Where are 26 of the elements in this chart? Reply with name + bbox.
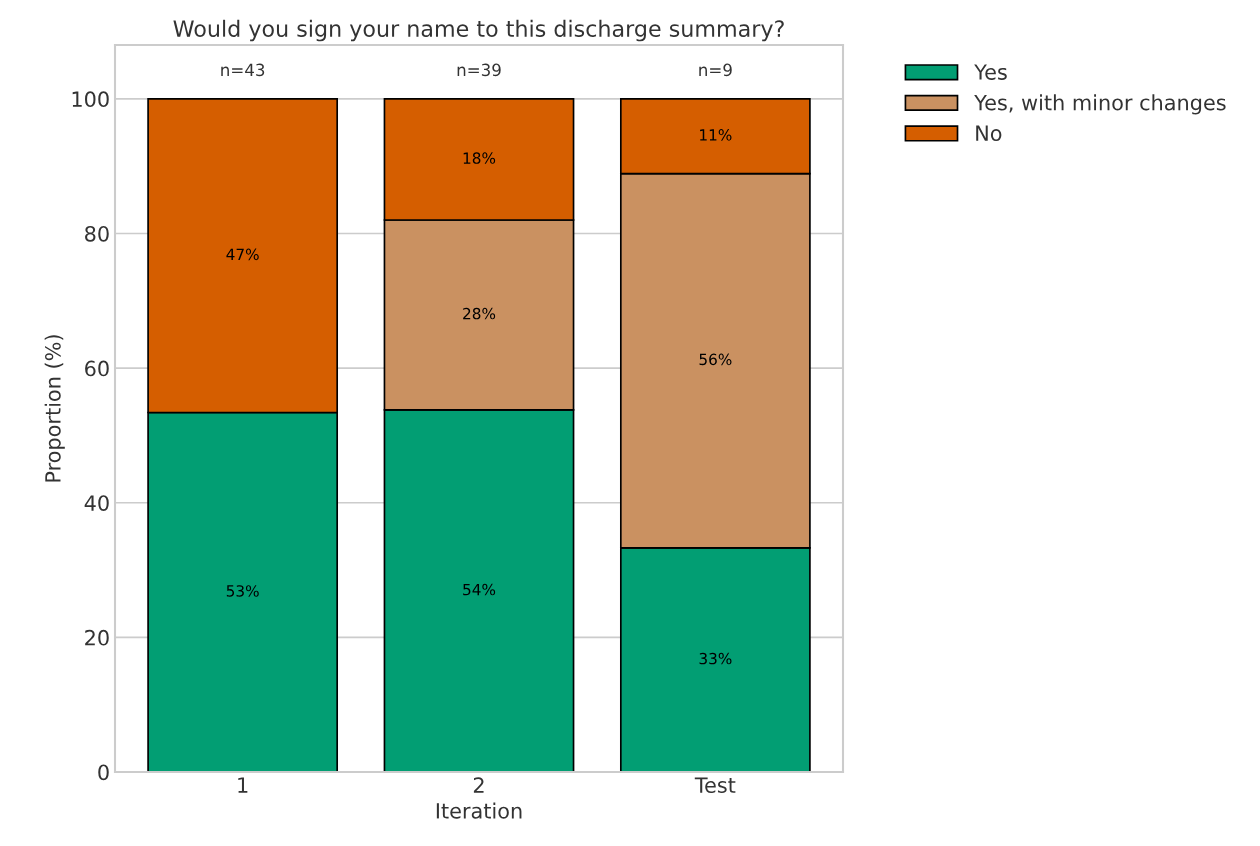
data-label: 54% bbox=[463, 583, 496, 596]
y-tick-label: 40 bbox=[84, 495, 109, 511]
y-tick-label: 60 bbox=[85, 360, 109, 377]
y-tick-label: 80 bbox=[85, 225, 109, 242]
annotation: n=9 bbox=[699, 63, 732, 77]
x-tick-label: 1 bbox=[238, 777, 248, 793]
chart-title: Would you sign your name to this discharge summary? bbox=[173, 19, 784, 42]
data-label: 33% bbox=[699, 652, 732, 665]
data-label: 47% bbox=[226, 248, 259, 261]
y-tick-label: 20 bbox=[85, 629, 109, 646]
y-axis-title: Proportion (%) bbox=[44, 335, 65, 482]
legend-label: Yes bbox=[974, 64, 1007, 80]
legend-label: No bbox=[976, 125, 1002, 142]
y-tick-label: 0 bbox=[98, 764, 109, 781]
data-label: 28% bbox=[463, 307, 496, 320]
annotation: n=39 bbox=[457, 63, 501, 77]
x-tick-label: 2 bbox=[473, 777, 484, 793]
annotation: n=43 bbox=[221, 63, 265, 77]
data-label: 53% bbox=[226, 585, 259, 597]
y-tick-label: 100 bbox=[72, 91, 109, 108]
data-label: 11% bbox=[700, 129, 732, 141]
data-label: 56% bbox=[699, 353, 732, 366]
x-tick-label: Test bbox=[694, 777, 736, 793]
x-axis-title: Iteration bbox=[436, 802, 522, 819]
legend-label: Yes, with minor changes bbox=[974, 94, 1226, 115]
data-label: 18% bbox=[463, 152, 496, 164]
